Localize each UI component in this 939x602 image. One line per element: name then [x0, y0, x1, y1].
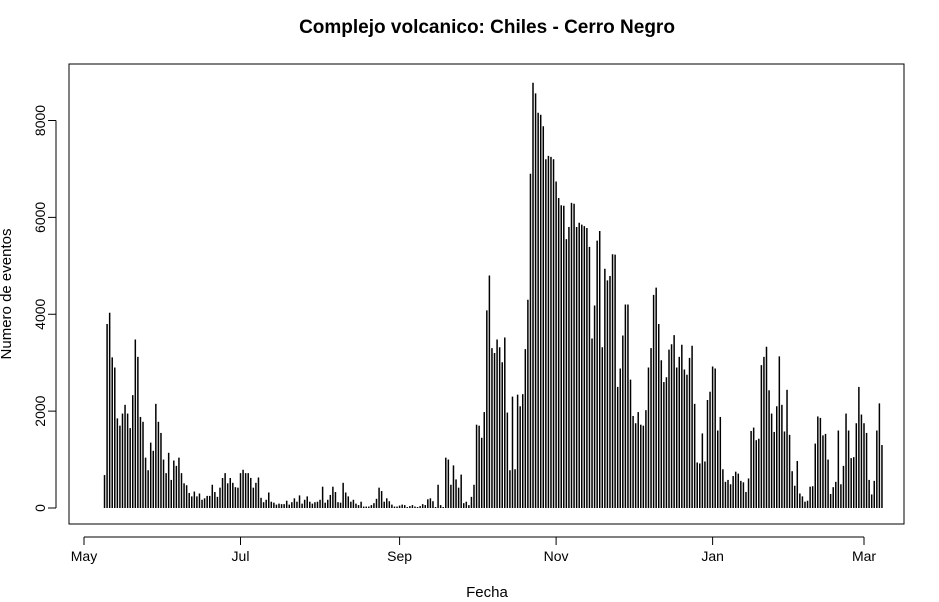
- bars: [103, 82, 883, 508]
- y-tick-label: 8000: [32, 105, 48, 136]
- y-tick-label: 4000: [32, 298, 48, 329]
- x-tick-label: Sep: [387, 548, 412, 564]
- y-axis-label: Numero de eventos: [0, 229, 15, 360]
- plot-frame: [68, 63, 905, 525]
- y-tick-label: 2000: [32, 395, 48, 426]
- x-axis: May Jul Sep Nov Jan Mar: [71, 536, 876, 564]
- x-tick-label: Nov: [544, 548, 569, 564]
- x-tick-label: May: [71, 548, 97, 564]
- y-axis: 0 2000 4000 6000 8000: [32, 105, 57, 512]
- chart-title: Complejo volcanico: Chiles - Cerro Negro: [299, 17, 675, 38]
- y-tick-label: 0: [32, 504, 48, 512]
- x-tick-label: Mar: [852, 548, 876, 564]
- x-axis-label: Fecha: [466, 584, 508, 601]
- x-tick-label: Jul: [232, 548, 250, 564]
- y-tick-label: 6000: [32, 202, 48, 233]
- x-tick-label: Jan: [701, 548, 724, 564]
